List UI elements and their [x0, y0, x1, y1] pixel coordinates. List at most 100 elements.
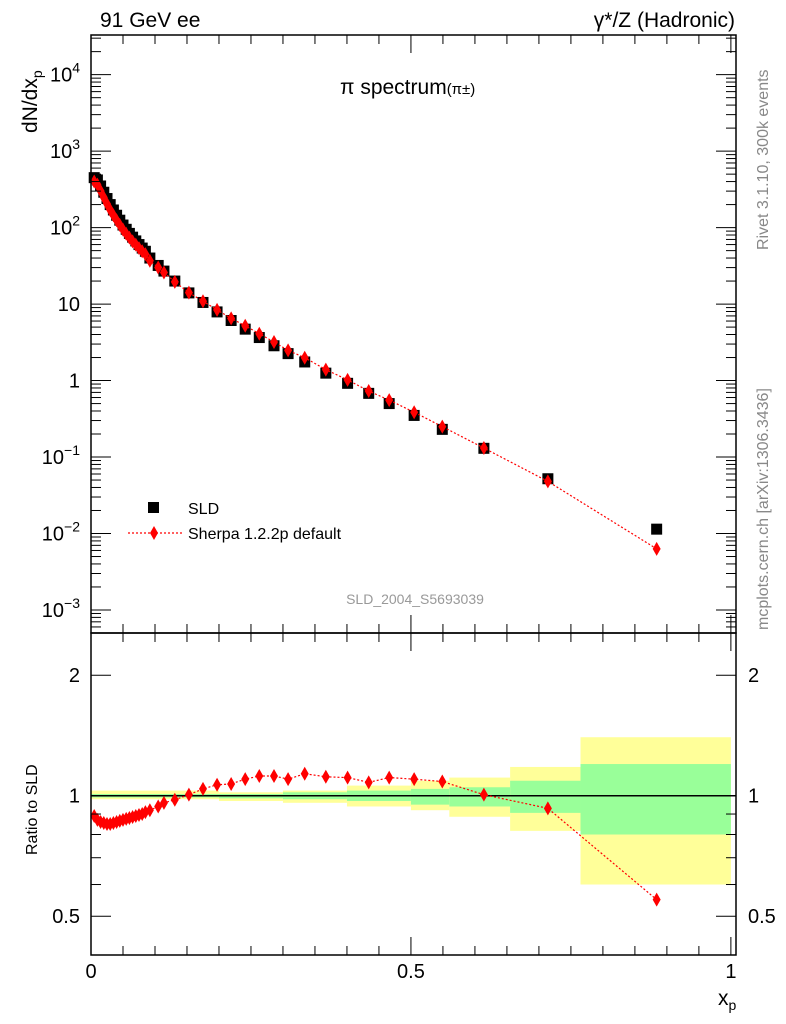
ratio-point [284, 772, 293, 787]
ratio-point [652, 892, 661, 907]
y-axis-label: dN/dxp [19, 70, 45, 133]
energy-label: 91 GeV ee [100, 9, 200, 32]
sherpa-point [184, 285, 193, 300]
sherpa-point [227, 311, 236, 326]
ratio-frame [90, 632, 737, 956]
ratio-point [343, 770, 352, 785]
ratio-point [241, 772, 250, 787]
ratio-point [321, 769, 330, 784]
process-label: γ*/Z (Hadronic) [594, 9, 735, 32]
data-marks [88, 172, 663, 907]
y-tick-label: 102 [50, 213, 80, 240]
sherpa-point [159, 265, 168, 280]
sherpa-point [141, 247, 150, 262]
sherpa-point [300, 350, 309, 365]
ratio-y-tick-label-right: 0.5 [748, 906, 776, 928]
sherpa-point [255, 326, 264, 341]
ratio-point [300, 766, 309, 781]
y-tick-base: 10 [50, 218, 72, 240]
legend-label-sld: SLD [188, 501, 219, 518]
sherpa-point [170, 274, 179, 289]
x-axis-label: xp [718, 987, 737, 1013]
ratio-y-tick-label-left: 0.5 [52, 906, 80, 928]
sherpa-point [321, 362, 330, 377]
analysis-watermark: SLD_2004_S5693039 [346, 591, 484, 607]
ratio-point [270, 769, 279, 784]
ratio-point [170, 792, 179, 807]
legend-marker-sld [148, 502, 159, 513]
stat-uncertainty-band [410, 788, 450, 805]
y-tick-label: 10 [58, 294, 80, 316]
sherpa-point [145, 253, 154, 268]
sherpa-point [543, 474, 552, 489]
sherpa-point [270, 335, 279, 350]
y-tick-label: 10−2 [42, 519, 80, 546]
y-tick-label: 10−1 [42, 442, 80, 469]
x-axis-label-sub: p [729, 997, 737, 1013]
y-tick-label: 104 [50, 60, 80, 87]
ratio-uncertainty-bands [91, 737, 736, 885]
ratio-point [385, 770, 394, 785]
y-tick-exponent: −2 [64, 519, 80, 535]
x-axis-label-main: x [718, 987, 729, 1010]
y-tick-exponent: −3 [64, 595, 80, 611]
ratio-point [255, 769, 264, 784]
y-tick-exponent: 2 [72, 213, 80, 229]
chart-title: π spectrum(π±) [340, 76, 475, 99]
sld-data-point [651, 523, 663, 535]
y-tick-base: 1 [69, 371, 80, 393]
sherpa-point [652, 541, 661, 556]
y-axis-label-main: dN/dx [19, 78, 42, 133]
ratio-point [543, 801, 552, 816]
x-tick-label: 0.5 [397, 961, 425, 983]
ratio-point [410, 772, 419, 787]
stat-uncertainty-band [580, 764, 731, 835]
y-tick-base: 10 [42, 600, 64, 622]
sherpa-point [343, 372, 352, 387]
y-axis-label-sub: p [29, 70, 45, 78]
y-tick-label: 10−3 [42, 595, 80, 622]
ratio-point [479, 787, 488, 802]
x-tick-label: 0 [85, 961, 96, 983]
ratio-point [227, 776, 236, 791]
y-tick-exponent: 3 [72, 136, 80, 152]
sherpa-point [364, 384, 373, 399]
sherpa-point [385, 393, 394, 408]
ratio-point [364, 775, 373, 790]
y-tick-exponent: 4 [72, 60, 80, 76]
sherpa-point [154, 260, 163, 275]
ratio-y-tick-label-right: 2 [748, 665, 759, 687]
x-tick-label: 1 [725, 961, 736, 983]
sherpa-point [198, 294, 207, 309]
ratio-y-tick-label-left: 1 [69, 786, 80, 808]
legend: SLD Sherpa 1.2.2p default [128, 501, 342, 543]
ratio-y-tick-label-right: 1 [748, 786, 759, 808]
sherpa-line [93, 181, 657, 550]
stat-uncertainty-band [449, 787, 511, 807]
y-tick-base: 10 [50, 65, 72, 87]
y-tick-base: 10 [58, 294, 80, 316]
ratio-point [198, 781, 207, 796]
ratio-point [145, 803, 154, 818]
y-tick-base: 10 [50, 141, 72, 163]
chart-title-suffix: (π±) [447, 81, 476, 98]
y-tick-exponent: −1 [64, 442, 80, 458]
ratio-point [213, 777, 222, 792]
main-frame [90, 34, 737, 634]
ratio-y-tick-label-left: 2 [69, 665, 80, 687]
sherpa-point [241, 318, 250, 333]
legend-marker-sherpa [150, 526, 158, 540]
ratio-axis-label: Ratio to SLD [24, 764, 41, 855]
y-tick-label: 1 [69, 371, 80, 393]
sherpa-point [410, 405, 419, 420]
sherpa-point [213, 302, 222, 317]
side-label-mcplots: mcplots.cern.ch [arXiv:1306.3436] [755, 388, 772, 630]
ratio-point [438, 774, 447, 789]
sherpa-point [479, 441, 488, 456]
legend-label-sherpa: Sherpa 1.2.2p default [188, 526, 342, 543]
chart-title-main: π spectrum [340, 76, 447, 99]
ratio-point [184, 787, 193, 802]
sherpa-point [284, 343, 293, 358]
